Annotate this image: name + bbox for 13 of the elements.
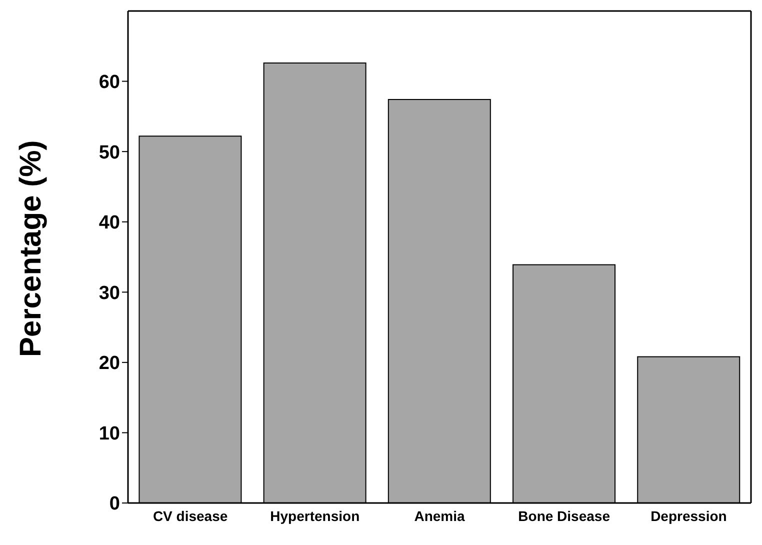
x-tick-label: CV disease [152,508,228,524]
y-tick-label: 20 [98,353,120,374]
y-tick-label: 50 [98,142,120,164]
x-tick-label: Bone Disease [518,508,610,524]
y-tick-label: 60 [98,72,120,94]
x-tick-label: Anemia [414,508,465,524]
y-tick-label: 0 [109,494,120,515]
y-axis-title: Percentage (%) [14,140,48,357]
y-tick-label: 40 [98,212,120,234]
x-tick-label: Depression [650,508,727,524]
x-tick-label: Hypertension [270,508,360,524]
y-tick-label: 30 [98,282,120,304]
y-tick-label: 10 [98,423,120,444]
